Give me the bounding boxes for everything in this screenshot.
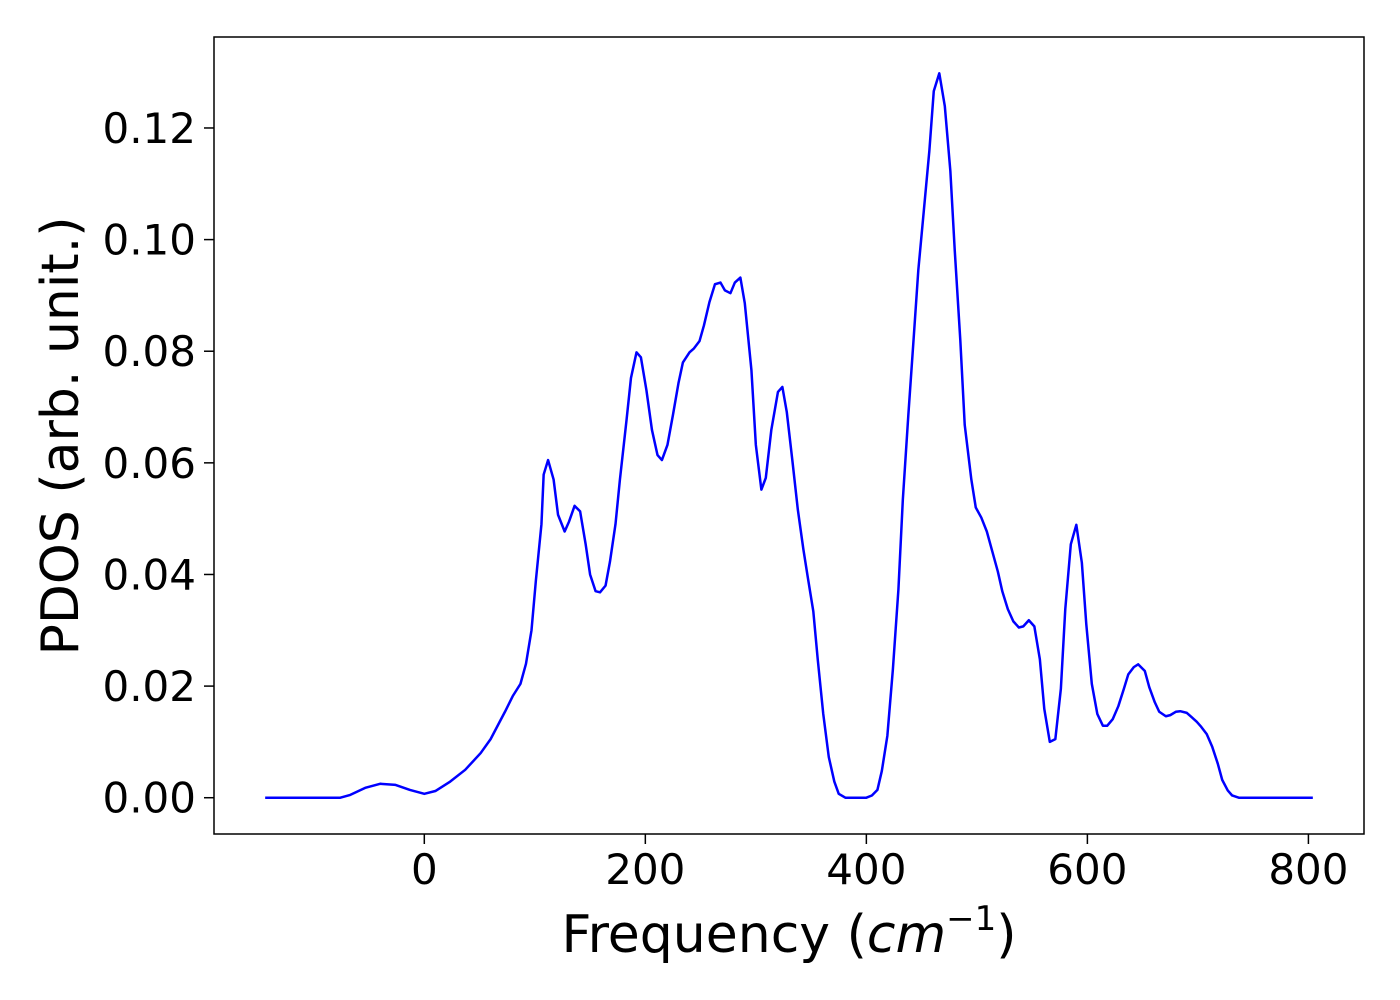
y-tick-label: 0.00 [102, 774, 196, 823]
x-label-close: ) [996, 905, 1016, 965]
x-axis-label: Frequency (cm−1) [561, 899, 1016, 965]
y-tick-label: 0.10 [102, 216, 196, 265]
x-tick-label: 200 [605, 845, 685, 894]
x-tick-label: 0 [411, 845, 438, 894]
x-label-exponent: −1 [946, 899, 996, 939]
x-tick-label: 400 [826, 845, 906, 894]
y-tick-label: 0.06 [102, 439, 196, 488]
y-tick-label: 0.08 [102, 327, 196, 376]
y-tick-label: 0.04 [102, 550, 196, 599]
x-tick-label: 600 [1047, 845, 1127, 894]
pdos-line [265, 72, 1313, 799]
x-label-unit: cm [867, 905, 946, 965]
x-label-text: Frequency ( [561, 905, 866, 965]
x-tick-label: 800 [1268, 845, 1348, 894]
y-axis-label: PDOS (arb. unit.) [31, 216, 91, 655]
y-tick-label: 0.02 [102, 662, 196, 711]
plot-frame [213, 36, 1365, 835]
y-tick-label: 0.12 [102, 104, 196, 153]
